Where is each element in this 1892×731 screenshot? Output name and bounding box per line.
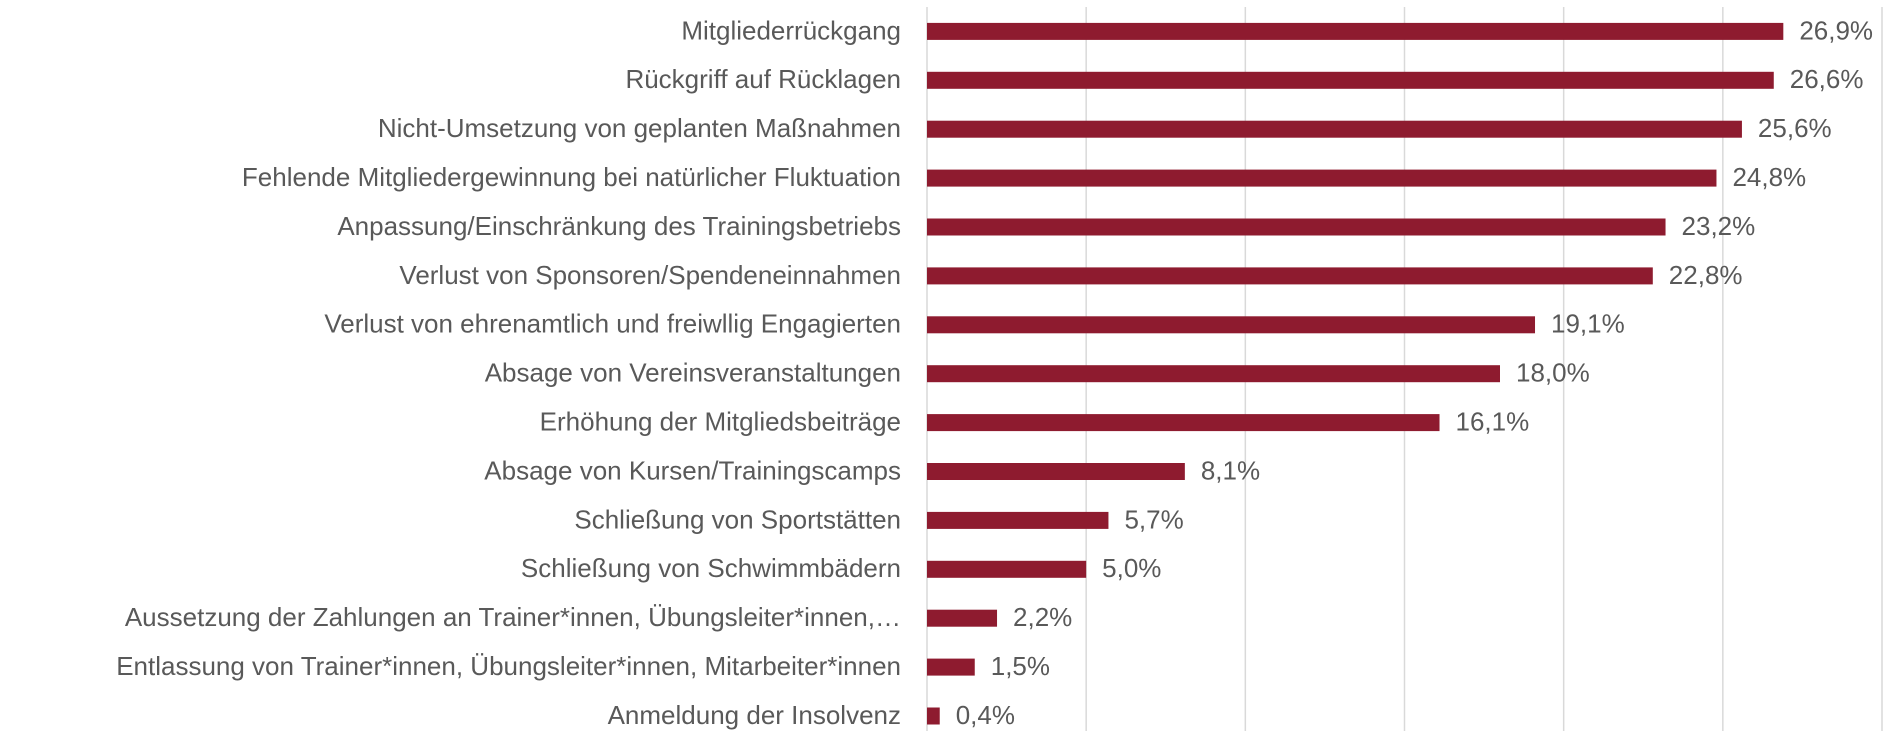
bar <box>927 71 1774 89</box>
bar <box>927 414 1440 432</box>
value-label: 23,2% <box>1682 211 1756 241</box>
value-label: 26,6% <box>1790 64 1864 94</box>
value-label: 26,9% <box>1799 15 1873 45</box>
bar <box>927 511 1109 529</box>
bar <box>927 365 1500 383</box>
bar <box>927 267 1653 285</box>
value-label: 22,8% <box>1669 260 1743 290</box>
bar <box>927 658 975 676</box>
value-label: 24,8% <box>1732 162 1806 192</box>
bar <box>927 218 1666 236</box>
value-label: 19,1% <box>1551 309 1625 339</box>
y-tick-label: Absage von Kursen/Trainingscamps <box>484 455 901 485</box>
bar <box>927 120 1742 138</box>
bar <box>927 707 940 725</box>
y-tick-label: Verlust von ehrenamtlich und freiwllig E… <box>324 309 901 339</box>
value-label: 25,6% <box>1758 113 1832 143</box>
value-label: 5,7% <box>1124 504 1183 534</box>
value-label: 2,2% <box>1013 602 1072 632</box>
value-label: 18,0% <box>1516 358 1590 388</box>
y-tick-label: Erhöhung der Mitgliedsbeiträge <box>540 406 901 436</box>
value-label: 1,5% <box>991 651 1050 681</box>
bar <box>927 560 1087 578</box>
y-tick-label: Schließung von Schwimmbädern <box>521 553 901 583</box>
value-label: 8,1% <box>1201 455 1260 485</box>
y-tick-label: Nicht-Umsetzung von geplanten Maßnahmen <box>378 113 901 143</box>
bar <box>927 463 1185 480</box>
y-tick-label: Fehlende Mitgliedergewinnung bei natürli… <box>242 162 901 192</box>
value-label: 16,1% <box>1456 406 1530 436</box>
bar <box>927 22 1784 40</box>
y-tick-label: Verlust von Sponsoren/Spendeneinnahmen <box>399 260 901 290</box>
y-tick-label: Anpassung/Einschränkung des Trainingsbet… <box>337 211 901 241</box>
bar <box>927 169 1717 187</box>
value-label: 0,4% <box>956 700 1015 730</box>
y-tick-label: Mitgliederrückgang <box>681 15 901 45</box>
bar <box>927 316 1536 334</box>
y-tick-label: Rückgriff auf Rücklagen <box>625 64 901 94</box>
y-tick-label: Anmeldung der Insolvenz <box>608 700 901 730</box>
y-tick-label: Absage von Vereinsveranstaltungen <box>485 358 901 388</box>
value-label: 5,0% <box>1102 553 1161 583</box>
y-tick-label: Schließung von Sportstätten <box>574 504 901 534</box>
y-tick-label: Aussetzung der Zahlungen an Trainer*inne… <box>125 602 901 632</box>
bar <box>927 609 998 627</box>
y-tick-label: Entlassung von Trainer*innen, Übungsleit… <box>116 651 901 681</box>
